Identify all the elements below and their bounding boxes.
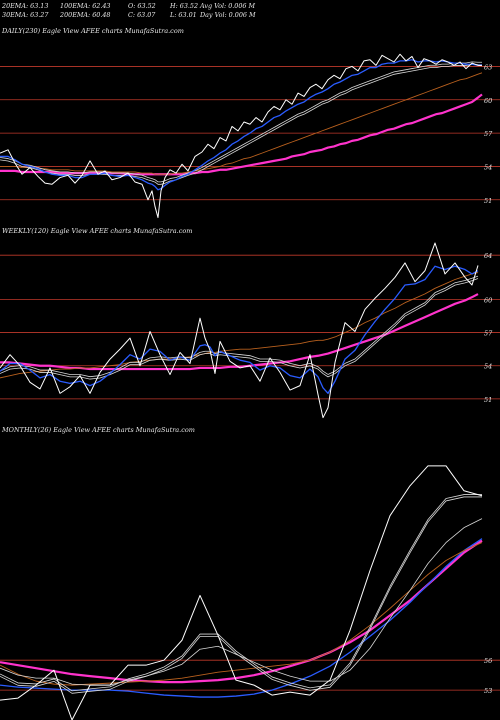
stat-open: O: 63.52	[128, 2, 156, 10]
monthly-ema-slow-line	[0, 539, 483, 684]
price-tick-label: 53	[484, 687, 492, 695]
weekly-panel: 64 60 57 54 51	[0, 242, 500, 419]
price-tick-label: 54	[484, 163, 492, 171]
monthly-ema-pair-line	[0, 496, 482, 694]
monthly-panel: 56 53	[0, 465, 500, 720]
stat-high: H: 63.52	[170, 2, 199, 10]
price-tick-label: 56	[484, 657, 492, 665]
monthly-price-line	[0, 465, 483, 720]
stat-avg-vol: Avg Vol: 0.006 M	[200, 2, 256, 10]
daily-ema-mid-line	[0, 72, 483, 175]
stat-day-vol: Day Vol: 0.006 M	[200, 11, 256, 19]
monthly-panel-title: MONTHLY(26) Eagle View AFEE charts Munaf…	[2, 426, 195, 434]
monthly-ema-pair-line	[0, 494, 482, 692]
weekly-ema-slow-line	[0, 293, 479, 371]
price-tick-label: 60	[484, 296, 492, 304]
stat-30ema: 30EMA: 63.27	[2, 11, 49, 19]
price-tick-label: 54	[484, 363, 492, 371]
stat-100ema: 100EMA: 62.43	[60, 2, 111, 10]
weekly-ema-mid-line	[0, 272, 479, 379]
price-tick-label: 64	[484, 252, 492, 260]
weekly-ema-pair-line	[0, 275, 479, 378]
weekly-price-line	[0, 242, 479, 419]
monthly-ema-pair2-line	[0, 518, 483, 686]
price-tick-label: 51	[484, 197, 492, 205]
price-tick-label: 57	[484, 130, 493, 138]
stat-low: L: 63.01	[170, 11, 197, 19]
weekly-panel-title: WEEKLY(120) Eagle View AFEE charts Munaf…	[2, 227, 193, 235]
weekly-ema-pair-line	[0, 278, 479, 380]
price-tick-label: 51	[484, 396, 492, 404]
weekly-ema-fast-line	[0, 265, 479, 395]
daily-ema-pair-line	[0, 61, 482, 183]
daily-panel-title: DAILY(230) Eagle View AFEE charts Munafa…	[2, 27, 184, 35]
daily-price-line	[0, 53, 483, 219]
price-tick-label: 57	[484, 330, 493, 338]
daily-panel: 63 60 57 54 51	[0, 53, 500, 219]
price-tick-label: 63	[484, 63, 492, 71]
stat-20ema: 20EMA: 63.13	[2, 2, 49, 10]
monthly-ema-mid-line	[0, 542, 483, 686]
price-tick-label: 60	[484, 97, 492, 105]
stat-close: C: 63.07	[128, 11, 156, 19]
stat-200ema: 200EMA: 60.48	[60, 11, 111, 19]
daily-ema-slow-line	[0, 93, 483, 176]
